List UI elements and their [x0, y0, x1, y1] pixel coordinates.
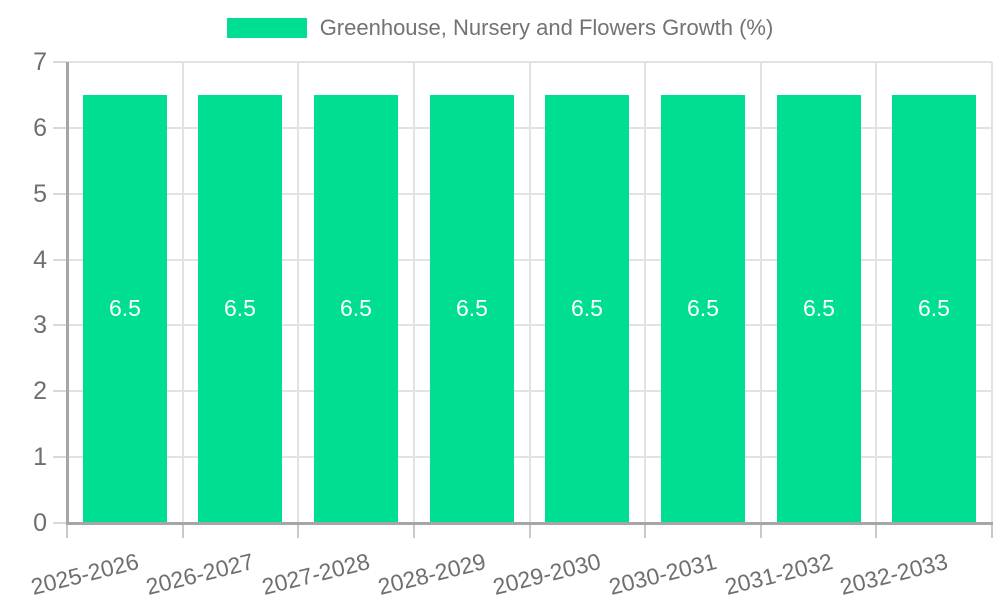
y-tick-mark: [53, 126, 67, 129]
y-tick-mark: [53, 258, 67, 261]
bar-value-label: 6.5: [918, 295, 950, 322]
bar-value-label: 6.5: [803, 295, 835, 322]
bar: 6.5: [545, 94, 629, 523]
x-tick-label: 2028-2029: [374, 548, 488, 600]
y-tick-mark: [53, 390, 67, 393]
bar: 6.5: [661, 94, 745, 523]
y-tick-label: 6: [33, 113, 47, 142]
v-gridline: [297, 62, 300, 523]
x-tick-label: 2030-2031: [606, 548, 720, 600]
y-tick-label: 0: [33, 509, 47, 537]
y-tick-label: 4: [33, 245, 47, 274]
x-tick-mark: [991, 523, 993, 538]
y-tick-mark: [53, 192, 67, 195]
v-gridline: [181, 62, 184, 523]
bar-value-label: 6.5: [571, 295, 603, 322]
y-tick-mark: [53, 456, 67, 459]
x-tick-mark: [528, 523, 531, 538]
x-tick-label: 2031-2032: [721, 548, 835, 600]
legend-swatch: [226, 18, 307, 38]
v-gridline: [759, 62, 762, 523]
x-tick-mark: [181, 523, 184, 538]
bar-value-label: 6.5: [456, 295, 488, 322]
v-gridline: [875, 62, 878, 523]
y-tick-label: 1: [33, 443, 47, 472]
legend-label: Greenhouse, Nursery and Flowers Growth (…: [319, 15, 774, 40]
x-tick-mark: [297, 523, 300, 538]
y-tick-label: 7: [33, 48, 47, 76]
bar-value-label: 6.5: [340, 295, 372, 322]
bar: 6.5: [83, 94, 167, 523]
chart-legend: Greenhouse, Nursery and Flowers Growth (…: [0, 0, 1000, 56]
y-tick-mark: [53, 522, 67, 524]
v-gridline: [528, 62, 531, 523]
x-tick-mark: [759, 523, 762, 538]
x-tick-label: 2027-2028: [259, 548, 373, 600]
bar: 6.5: [314, 94, 398, 523]
x-tick-label: 2032-2033: [837, 548, 951, 600]
x-tick-mark: [875, 523, 878, 538]
bar-value-label: 6.5: [224, 295, 256, 322]
bar: 6.5: [198, 94, 282, 523]
legend-item[interactable]: Greenhouse, Nursery and Flowers Growth (…: [226, 15, 774, 41]
x-tick-mark: [66, 523, 68, 538]
v-gridline: [412, 62, 415, 523]
y-tick-label: 3: [33, 311, 47, 340]
v-gridline: [644, 62, 647, 523]
bar: 6.5: [777, 94, 861, 523]
y-tick-label: 2: [33, 377, 47, 406]
bar-value-label: 6.5: [687, 295, 719, 322]
y-axis-line: [66, 62, 69, 523]
x-tick-mark: [644, 523, 647, 538]
bar: 6.5: [892, 94, 976, 523]
x-tick-label: 2025-2026: [28, 548, 142, 600]
y-tick-mark: [53, 324, 67, 327]
x-axis-line: [66, 522, 993, 525]
bar: 6.5: [430, 94, 514, 523]
x-tick-label: 2026-2027: [143, 548, 257, 600]
y-tick-label: 5: [33, 179, 47, 208]
x-tick-mark: [412, 523, 415, 538]
x-tick-label: 2029-2030: [490, 548, 604, 600]
y-tick-mark: [53, 61, 67, 63]
bar-value-label: 6.5: [109, 295, 141, 322]
v-gridline: [991, 62, 993, 523]
